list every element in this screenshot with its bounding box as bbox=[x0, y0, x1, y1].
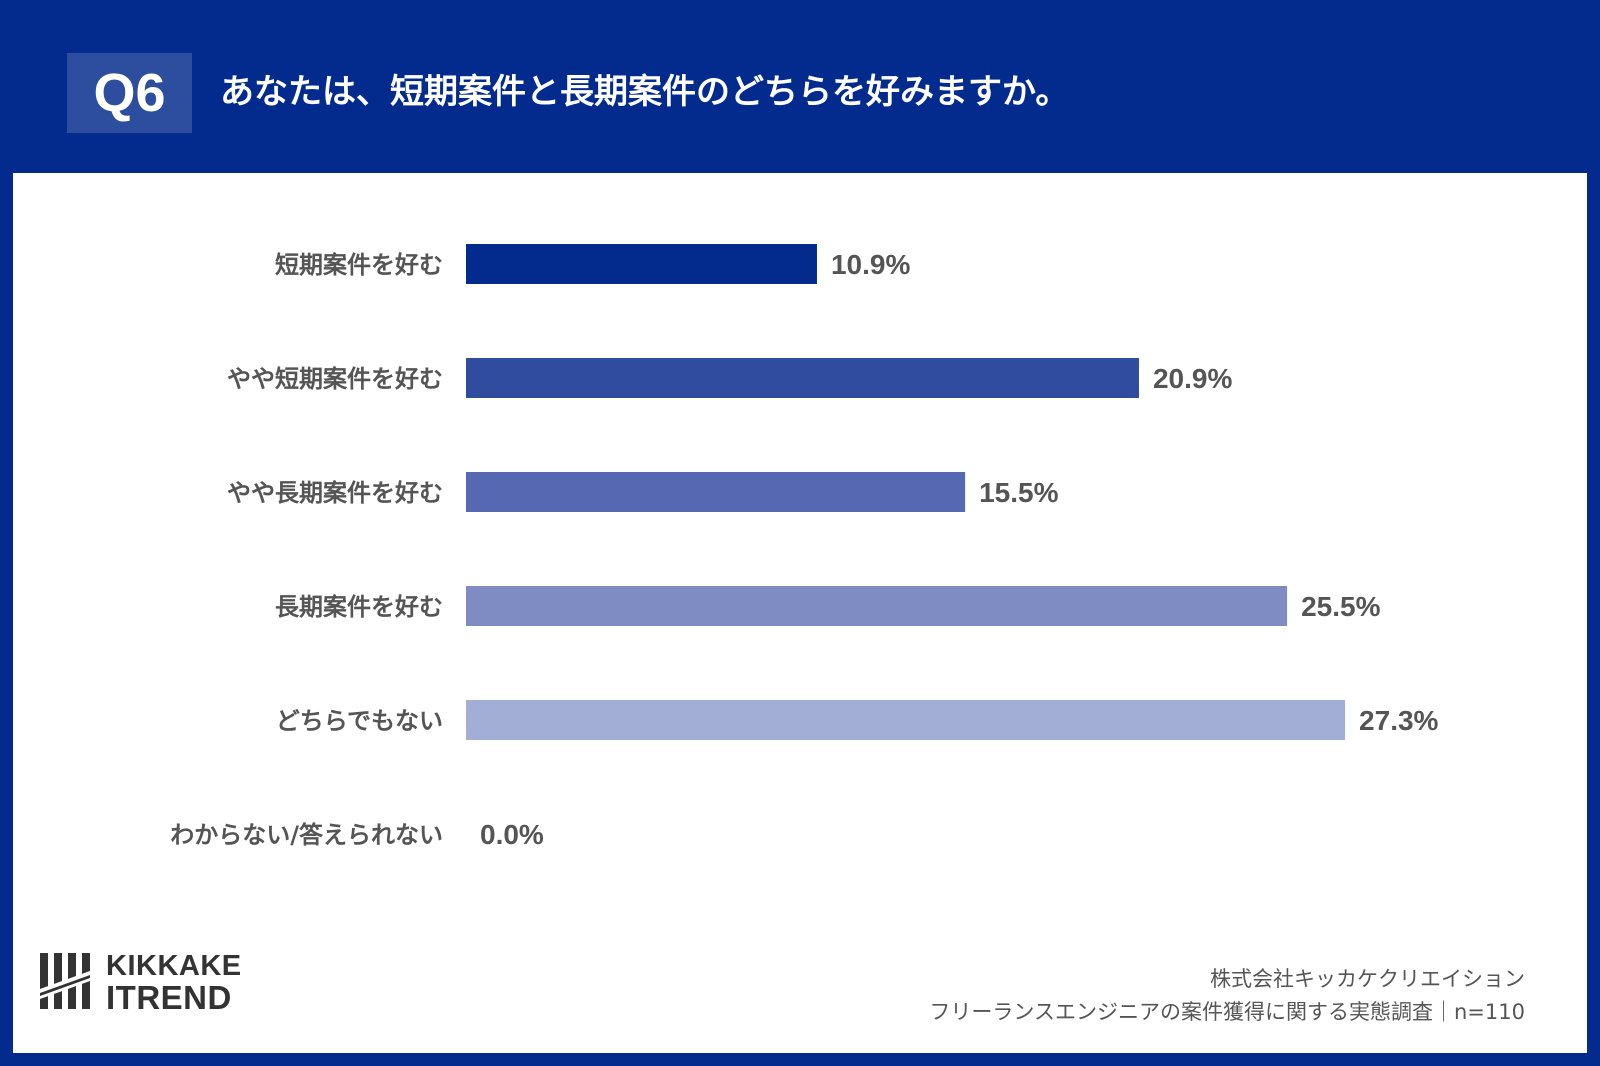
category-label-row-5: どちらでもない bbox=[276, 707, 443, 735]
category-label-row-2: やや短期案件を好む bbox=[227, 365, 443, 393]
value-label-row-5: 27.3% bbox=[1359, 705, 1438, 736]
bar-row-4 bbox=[466, 586, 1288, 626]
value-label-row-1: 10.9% bbox=[831, 249, 910, 280]
question-number-badge: Q6 bbox=[67, 53, 192, 133]
source-credits: 株式会社キッカケクリエイション フリーランスエンジニアの案件獲得に関する実態調査… bbox=[929, 963, 1525, 1029]
question-title: あなたは、短期案件と長期案件のどちらを好みますか。 bbox=[220, 72, 1070, 112]
category-label-row-4: 長期案件を好む bbox=[275, 593, 443, 621]
bar-chart: 短期案件を好む 10.9% やや短期案件を好む 20.9% やや長期案件を好む 15.5%… bbox=[170, 244, 1439, 850]
survey-name: フリーランスエンジニアの案件獲得に関する実態調査｜n=110 bbox=[929, 1000, 1525, 1024]
bar-row-1 bbox=[466, 244, 817, 284]
logo-line-2: ITREND bbox=[106, 979, 232, 1016]
logo-stripes-icon bbox=[40, 953, 90, 1009]
bar-row-5 bbox=[466, 700, 1346, 740]
value-label-row-2: 20.9% bbox=[1153, 363, 1232, 394]
category-label-row-6: わからない/答えられない bbox=[170, 821, 443, 849]
chart-panel: 短期案件を好む 10.9% やや短期案件を好む 20.9% やや長期案件を好む 15.5%… bbox=[13, 173, 1587, 1053]
kikkake-trend-logo: KIKKAKE ITREND bbox=[40, 951, 260, 1017]
value-label-row-3: 15.5% bbox=[979, 477, 1058, 508]
logo-line-1: KIKKAKE bbox=[106, 950, 242, 982]
category-label-row-3: やや長期案件を好む bbox=[227, 479, 443, 507]
bar-row-3 bbox=[466, 472, 966, 512]
bar-row-2 bbox=[466, 358, 1139, 398]
value-label-row-6: 0.0% bbox=[480, 819, 544, 850]
company-name: 株式会社キッカケクリエイション bbox=[1210, 967, 1525, 991]
category-label-row-1: 短期案件を好む bbox=[275, 251, 443, 279]
value-label-row-4: 25.5% bbox=[1301, 591, 1380, 622]
